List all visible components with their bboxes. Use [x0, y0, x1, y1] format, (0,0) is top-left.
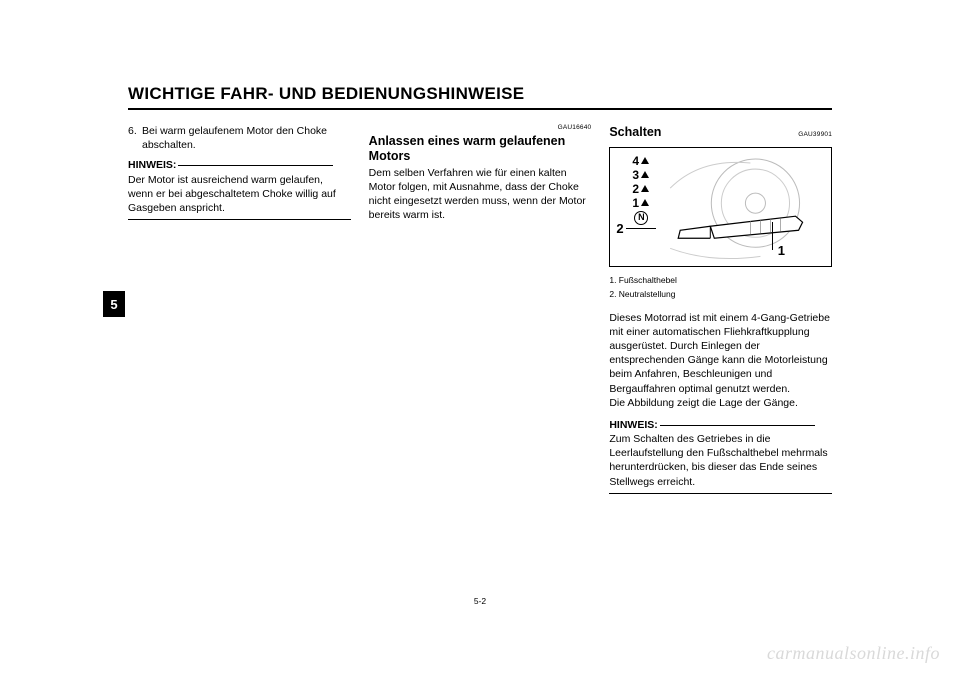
col3-heading: Schalten	[609, 124, 661, 141]
hinweis-underline	[178, 165, 333, 166]
leader-line-1	[772, 222, 773, 250]
section-title: WICHTIGE FAHR- UND BEDIENUNGSHINWEISE	[128, 84, 832, 110]
gear-3: 3	[632, 169, 639, 181]
hinweis-row: HINWEIS:	[609, 418, 832, 432]
caption-2: 2. Neutralstellung	[609, 289, 832, 301]
page-number: 5-2	[128, 596, 832, 606]
gear-4: 4	[632, 155, 639, 167]
hinweis-text: Zum Schalten des Getriebes in die Leerla…	[609, 432, 832, 489]
arrow-up-icon	[641, 185, 649, 192]
page: WICHTIGE FAHR- UND BEDIENUNGSHINWEISE 6.…	[128, 84, 832, 604]
col2-body: Dem selben Verfahren wie für einen kalte…	[369, 166, 592, 223]
step-text: Bei warm gelaufenem Motor den Choke absc…	[142, 124, 351, 152]
leader-line-2	[626, 228, 656, 229]
hinweis-text: Der Motor ist ausreichend warm gelaufen,…	[128, 173, 351, 216]
ref-code: GAU16640	[369, 124, 592, 133]
hinweis-underline	[660, 425, 815, 426]
columns: 6. Bei warm gelaufenem Motor den Choke a…	[128, 124, 832, 494]
callout-1: 1	[778, 242, 785, 260]
column-2: GAU16640 Anlassen eines warm gelaufenen …	[369, 124, 592, 494]
step-number: 6.	[128, 124, 142, 152]
chapter-tab: 5	[103, 291, 125, 317]
divider	[609, 493, 832, 494]
col3-body: Dieses Motorrad ist mit einem 4-Gang-Get…	[609, 311, 832, 410]
arrow-up-icon	[641, 157, 649, 164]
hinweis-label: HINWEIS:	[128, 159, 176, 171]
gear-2: 2	[632, 183, 639, 195]
arrow-up-icon	[641, 171, 649, 178]
callout-2: 2	[616, 220, 623, 238]
gear-indicator: 4 3 2 1 N	[632, 154, 649, 224]
gear-figure: 4 3 2 1 N 2 1	[609, 147, 832, 267]
ref-code: GAU39901	[798, 131, 832, 140]
col2-heading: Anlassen eines warm gelaufenen Motors	[369, 134, 592, 164]
column-3: Schalten GAU39901	[609, 124, 832, 494]
column-1: 6. Bei warm gelaufenem Motor den Choke a…	[128, 124, 351, 494]
hinweis-label: HINWEIS:	[609, 419, 657, 431]
watermark: carmanualsonline.info	[767, 643, 940, 664]
gear-1: 1	[632, 197, 639, 209]
step-line: 6. Bei warm gelaufenem Motor den Choke a…	[128, 124, 351, 152]
caption-1: 1. Fußschalthebel	[609, 275, 832, 287]
hinweis-row: HINWEIS:	[128, 158, 351, 172]
col3-head-row: Schalten GAU39901	[609, 124, 832, 141]
neutral-icon: N	[634, 211, 648, 225]
arrow-up-icon	[641, 199, 649, 206]
divider	[128, 219, 351, 220]
